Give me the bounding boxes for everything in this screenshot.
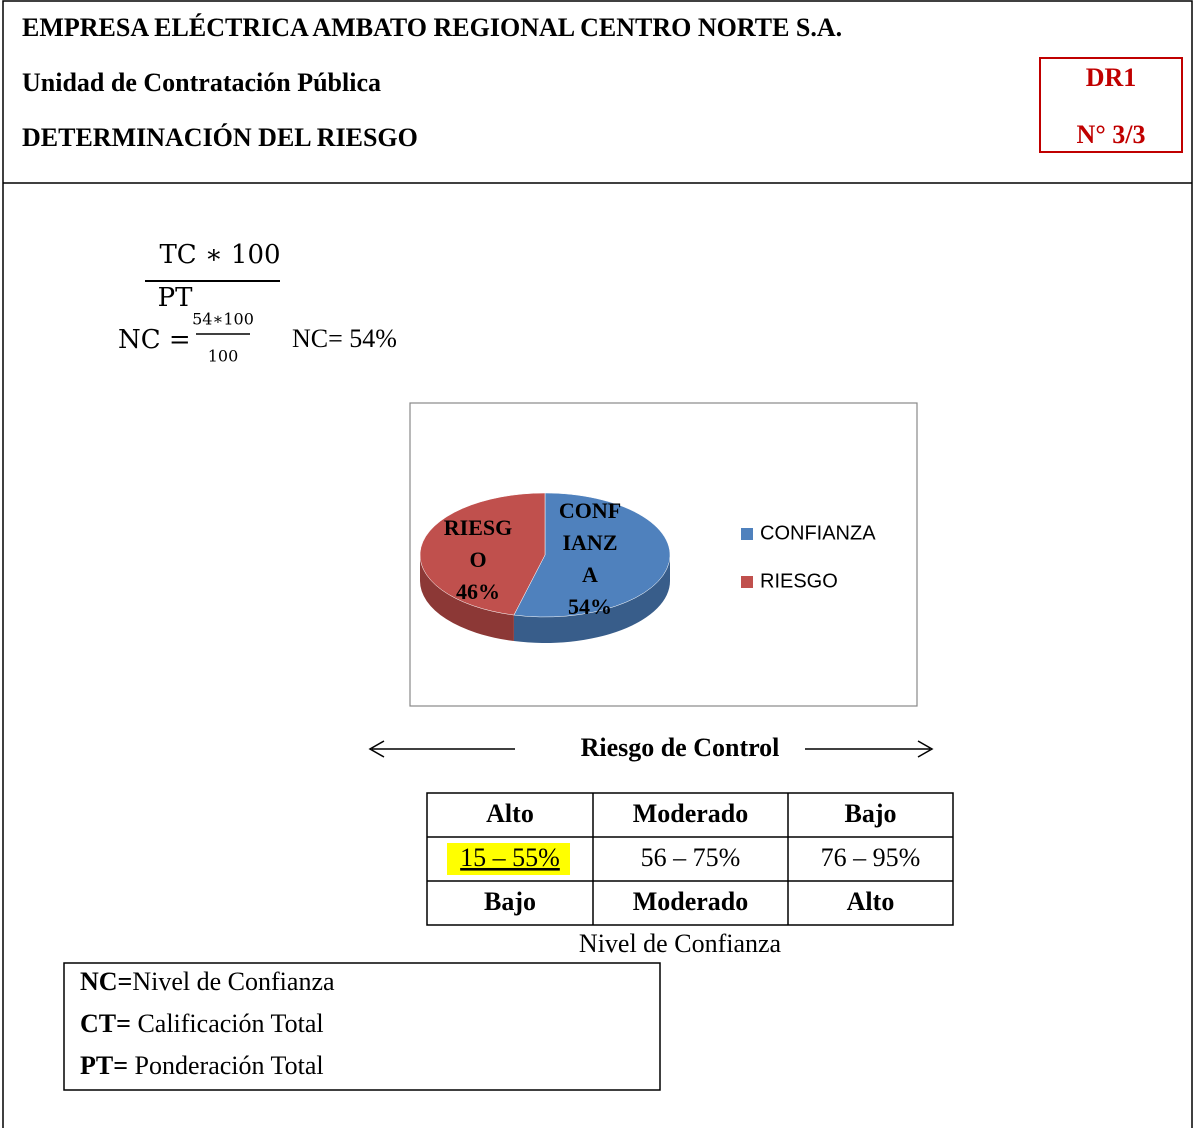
definition-text: Nivel de Confianza	[132, 967, 335, 996]
legend-swatch	[741, 528, 753, 540]
arrow-head	[368, 740, 385, 758]
formula-result: NC= 54%	[292, 324, 397, 353]
unit: Unidad de Contratación Pública	[22, 68, 381, 97]
doc-title: DETERMINACIÓN DEL RIESGO	[22, 123, 418, 152]
definition-term: NC=	[80, 967, 132, 996]
table-cell: 15 – 55%	[460, 843, 560, 872]
table-caption: Nivel de Confianza	[579, 929, 782, 958]
definition-text: Calificación Total	[131, 1009, 324, 1038]
definition-term: PT=	[80, 1051, 128, 1080]
legend-swatch	[741, 576, 753, 588]
code-box	[1039, 57, 1183, 153]
definition-text: Ponderación Total	[128, 1051, 324, 1080]
label-category: CONFIANZA	[558, 498, 622, 587]
data-label-text: RIESGO 46%	[443, 512, 513, 608]
formula-lhs: NC =	[118, 325, 191, 355]
arrow-head	[917, 740, 934, 758]
table-border	[426, 792, 954, 926]
code: DR1	[1086, 63, 1137, 92]
legend-box	[63, 962, 661, 1091]
pie-side	[513, 555, 670, 643]
company: EMPRESA ELÉCTRICA AMBATO REGIONAL CENTRO…	[22, 13, 842, 42]
formula-denominator: PT	[158, 283, 193, 313]
table-cell: Bajo	[845, 799, 897, 828]
definition: NC=Nivel de Confianza	[80, 967, 335, 996]
table: Alto Moderado Bajo 15 – 55% 56 – 75% 76 – 95%…	[426, 792, 954, 926]
table-cell: Alto	[847, 887, 895, 916]
page-number: N° 3/3	[1077, 120, 1146, 149]
table-cell: Moderado	[633, 887, 749, 916]
label-category: RIESGO	[443, 515, 513, 572]
table-cell: 56 – 75%	[641, 843, 741, 872]
table-cell: Moderado	[633, 799, 749, 828]
data-label-text: CONFIANZA 54%	[555, 495, 625, 623]
formula-numerator2: 54∗100	[192, 310, 254, 329]
legend-label: RIESGO	[760, 570, 838, 592]
data-label: CONFIANZA 54%	[555, 495, 625, 623]
table-cell: Alto	[486, 799, 534, 828]
table-cell: Bajo	[484, 887, 536, 916]
table-cell: 76 – 95%	[821, 843, 921, 872]
label-value: 46%	[456, 579, 500, 604]
legend-label: CONFIANZA	[760, 522, 876, 544]
pie-slice	[513, 492, 671, 618]
data-label: RIESGO 46%	[443, 512, 513, 608]
definition-term: CT=	[80, 1009, 131, 1038]
pie-slice	[419, 492, 546, 616]
label-value: 54%	[568, 594, 612, 619]
formula-numerator: TC ∗ 100	[159, 240, 280, 270]
pie-chart: CONFIANZA 54% RIESGO 46% CONFIANZA RIESGO	[419, 492, 876, 643]
formula-denominator2: 100	[208, 347, 239, 366]
scale-label: Riesgo de Control	[581, 733, 780, 762]
definition: PT= Ponderación Total	[80, 1051, 324, 1080]
definition: CT= Calificación Total	[80, 1009, 324, 1038]
highlight	[447, 843, 570, 875]
pie-side	[420, 555, 514, 642]
